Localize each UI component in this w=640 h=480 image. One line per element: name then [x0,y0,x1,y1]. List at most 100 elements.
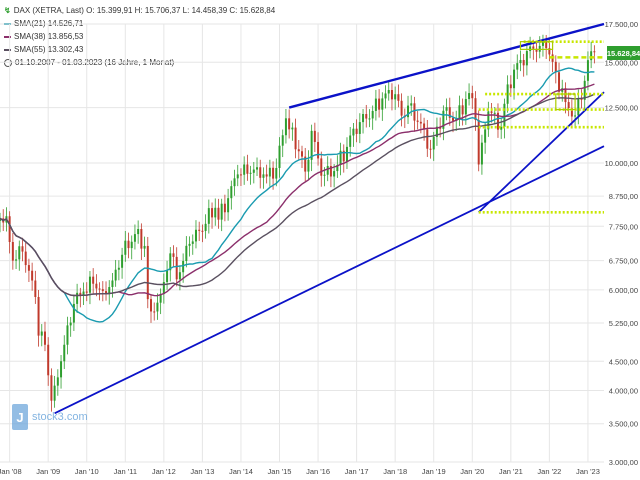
candle-body [355,128,358,134]
candle-body [407,105,410,118]
candle-body [214,207,217,218]
x-tick-label: Jan '08 [0,467,22,476]
candle-body [541,42,544,46]
candle-body [130,241,133,249]
candle-body [72,303,75,323]
candle-body [265,174,268,177]
candle-body [105,291,108,294]
y-tick-label: 10.000,00 [605,159,638,168]
x-tick-label: Jan '10 [75,467,99,476]
trendline-upper [288,22,605,109]
candle-body [50,375,53,401]
candle-body [281,135,284,146]
interval-box [555,93,576,111]
y-tick-label: 6.750,00 [609,257,638,266]
candle-body [525,51,528,66]
candle-body [301,151,303,157]
candle-body [423,123,426,130]
candle-body [487,111,490,130]
candle-body [416,120,419,122]
candle-body [413,103,416,121]
candle-body [548,48,551,55]
x-tick-label: Jan '21 [499,467,523,476]
candle-body [390,90,393,100]
x-tick-label: Jan '14 [229,467,253,476]
interval-box [519,41,554,50]
candle-body [336,164,339,172]
sma55-swatch [4,48,11,51]
sma21-label: SMA(21) 14.526,71 [14,18,84,28]
candle-body [11,242,14,261]
candle-body [294,127,297,150]
ticker-icon: ↯ [4,5,11,15]
candle-body [461,105,464,115]
y-tick-label: 12.500,00 [605,104,638,113]
candle-body [464,99,467,115]
candle-body [426,129,429,149]
x-tick-label: Jan '12 [152,467,176,476]
candle-body [133,234,136,242]
candle-body [95,283,98,289]
candle-body [545,42,548,49]
candle-body [117,267,120,270]
candle-body [169,253,172,271]
candle-body [0,218,1,221]
candle-body [284,118,287,136]
candle-body [243,164,246,175]
candle-body [349,135,352,147]
candle-body [143,245,146,249]
candle-body [496,112,499,130]
sma55-line [0,93,595,297]
candle-body [246,164,249,174]
candle-body [194,229,197,242]
candle-body [182,260,185,273]
candle-body [60,361,63,378]
candle-body [137,228,140,235]
candle-body [339,150,342,165]
x-tick-label: Jan '15 [268,467,292,476]
candle-body [445,107,448,111]
y-tick-label: 4.000,00 [609,387,638,396]
candle-body [85,291,88,293]
candle-body [583,80,586,100]
candle-body [233,178,236,187]
candle-body [124,240,127,255]
candle-body [47,344,50,376]
candle-body [500,126,503,130]
y-tick-label: 7.750,00 [609,222,638,231]
candle-body [159,294,162,303]
candle-body [198,229,201,231]
candle-body [435,126,438,138]
candle-body [577,98,580,116]
candle-body [342,150,345,162]
candle-body [256,167,259,170]
candle-body [201,230,204,232]
candle-body [307,159,310,172]
candle-body [384,93,387,99]
candle-body [249,172,252,174]
x-tick-label: Jan '19 [422,467,446,476]
candle-body [371,110,374,119]
candle-body [320,158,323,176]
candle-body [448,107,451,118]
candle-body [365,114,368,119]
ticker-header: ↯ DAX (XETRA, Last) O: 15.399,91 H: 15.7… [4,4,275,17]
candle-body [56,377,59,386]
candle-body [191,241,194,244]
candle-body [535,48,538,52]
candle-body [580,98,583,100]
candle-body [185,245,188,261]
candle-body [53,385,56,401]
candle-body [15,259,18,261]
x-tick-label: Jan '09 [36,467,60,476]
stock3-logo-text: stock3.com [32,411,88,423]
candle-body [558,72,561,92]
candle-body [66,325,69,345]
candle-body [397,94,400,101]
candle-body [333,171,336,177]
candle-body [121,254,124,268]
y-tick-label: 4.500,00 [609,357,638,366]
candle-body [101,289,104,292]
y-tick-label: 6.000,00 [609,286,638,295]
